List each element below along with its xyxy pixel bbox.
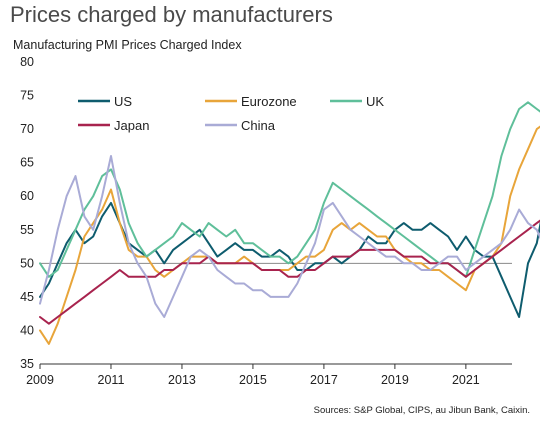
x-tick-label-2021: 2021 xyxy=(452,373,480,387)
chart-subtitle: Manufacturing PMI Prices Charged Index xyxy=(13,38,242,52)
y-tick-label-40: 40 xyxy=(20,323,34,337)
x-tick-label-2009: 2009 xyxy=(26,373,54,387)
legend-label-us: US xyxy=(114,94,132,109)
x-tick-label-2019: 2019 xyxy=(381,373,409,387)
chart-title: Prices charged by manufacturers xyxy=(10,2,333,27)
legend-label-china: China xyxy=(241,118,276,133)
y-tick-label-45: 45 xyxy=(20,290,34,304)
legend-label-eurozone: Eurozone xyxy=(241,94,297,109)
y-tick-label-35: 35 xyxy=(20,357,34,371)
y-tick-label-65: 65 xyxy=(20,156,34,170)
y-tick-label-50: 50 xyxy=(20,256,34,270)
series-lines xyxy=(39,101,540,345)
series-line-us xyxy=(39,201,540,318)
y-tick-label-60: 60 xyxy=(20,189,34,203)
series-line-uk xyxy=(39,101,540,278)
y-tick-label-75: 75 xyxy=(20,89,34,103)
x-tick-label-2017: 2017 xyxy=(310,373,338,387)
series-line-eurozone xyxy=(39,125,540,345)
legend: US Eurozone UK Japan China xyxy=(78,94,384,133)
source-note: Sources: S&P Global, CIPS, au Jibun Bank… xyxy=(313,405,530,416)
x-tick-label-2011: 2011 xyxy=(98,373,125,387)
x-tick-label-2013: 2013 xyxy=(168,373,196,387)
series-line-japan xyxy=(39,219,540,325)
y-tick-label-80: 80 xyxy=(20,55,34,69)
series-line-china xyxy=(39,155,540,318)
x-tick-label-2015: 2015 xyxy=(239,373,267,387)
y-tick-label-55: 55 xyxy=(20,223,34,237)
y-tick-label-70: 70 xyxy=(20,122,34,136)
legend-label-japan: Japan xyxy=(114,118,149,133)
axes: 35 40 45 50 55 60 65 70 75 80 2009 2011 2013 2015 2017… xyxy=(20,55,512,387)
legend-label-uk: UK xyxy=(366,94,384,109)
